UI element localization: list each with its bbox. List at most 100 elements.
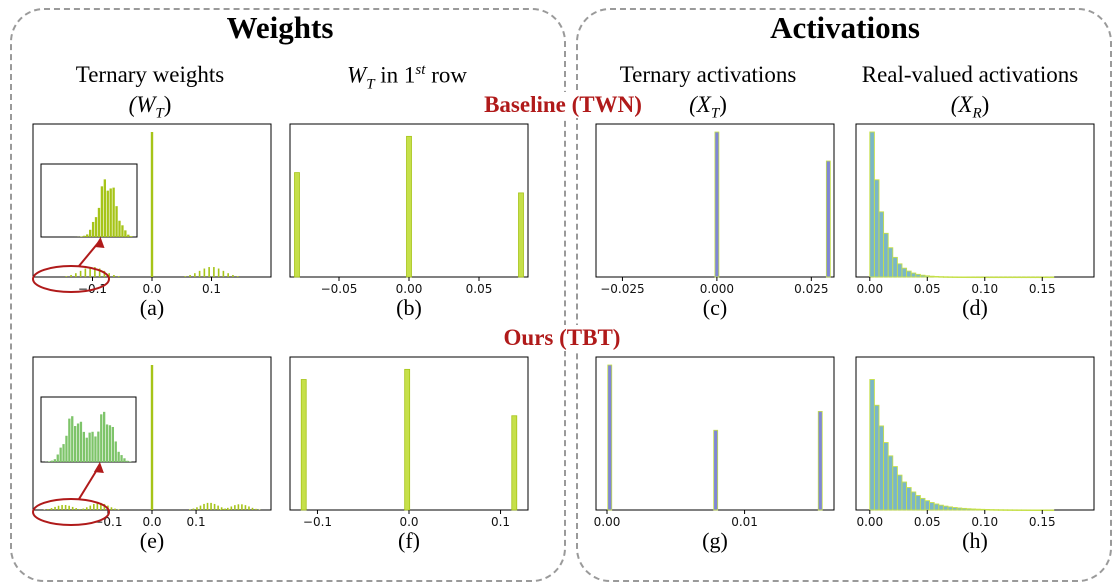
peak-bar-a-0 [151,132,153,277]
inset-bar-e-12 [80,422,82,462]
inset-bar-a-16 [92,222,94,237]
hump-bar-e-3-4 [234,505,236,510]
x-tick-label-h-1: 0.05 [914,515,941,529]
hump-bar-e-3-8 [248,506,250,510]
decay-bar-d-5 [893,257,898,277]
decay-bar-d-12 [925,276,930,277]
hump-bar-e-2-4 [203,504,205,510]
hump-bar-a-1-5 [208,267,210,277]
decay-bar-d-17 [948,277,953,278]
x-tick-label-d-0: 0.00 [856,282,883,296]
inset-bar-a-25 [118,221,120,237]
decay-bar-d-26 [989,277,994,278]
decay-bar-d-38 [1045,277,1050,278]
bar-g-0 [608,365,612,510]
hump-bar-e-2-5 [207,503,209,510]
decay-bar-h-20 [962,508,967,510]
caption-c: (c) [703,295,727,320]
inset-bar-e-21 [106,424,108,462]
inset-bar-e-26 [120,455,122,462]
inset-bar-e-24 [115,441,117,462]
inset-bar-a-23 [112,188,114,237]
hump-bar-e-1-0 [79,509,81,510]
decay-bar-h-29 [1003,510,1008,511]
inset-bar-a-27 [124,230,126,237]
bar-f-1 [405,369,410,510]
hump-bar-a-0-3 [80,271,82,277]
hump-bar-a-1-9 [227,273,229,277]
decay-bar-d-36 [1035,277,1040,278]
decay-bar-d-23 [976,277,981,278]
decay-bar-d-0 [870,132,875,277]
decay-bar-h-36 [1035,510,1040,511]
x-tick-label-h-3: 0.15 [1029,515,1056,529]
hump-bar-e-2-2 [196,507,198,510]
decay-bar-h-17 [948,507,953,510]
inset-bar-e-11 [77,423,79,462]
decay-bar-h-12 [925,501,930,510]
decay-bar-d-11 [920,275,925,277]
x-tick-label-a-2: 0.1 [202,282,221,296]
decay-bar-d-8 [907,271,912,277]
caption-h: (h) [962,528,988,553]
inset-bar-a-22 [110,188,112,237]
inset-bar-a-21 [107,191,109,237]
inset-bar-e-16 [91,432,93,462]
inset-bar-a-17 [95,217,97,237]
inset-bar-e-22 [109,425,111,462]
inset-bar-e-18 [97,432,99,462]
inset-bar-e-17 [94,436,96,462]
x-tick-label-d-3: 0.15 [1029,282,1056,296]
x-tick-label-f-1: 0.0 [399,515,418,529]
hump-bar-a-1-11 [237,276,239,277]
decay-bar-h-13 [930,503,935,510]
x-tick-label-c-2: 0.025 [794,282,828,296]
decay-bar-h-7 [902,482,907,510]
x-tick-label-e-1: 0.0 [142,515,161,529]
decay-bar-d-22 [971,277,976,278]
hump-bar-a-1-8 [223,271,225,277]
hump-bar-a-0-10 [113,275,115,277]
bar-g-2 [818,411,822,510]
hump-bar-a-1-1 [189,275,191,277]
caption-a: (a) [140,295,164,320]
inset-bar-e-6 [62,444,64,462]
hump-bar-a-0-4 [85,269,87,277]
x-tick-label-b-0: −0.05 [321,282,358,296]
decay-bar-h-16 [943,506,948,510]
hump-bar-e-1-4 [93,504,95,510]
inset-bar-a-14 [86,234,88,237]
bar-f-2 [512,416,517,510]
inset-bar-e-25 [118,452,120,462]
decay-bar-d-27 [994,277,999,278]
decay-bar-h-15 [939,505,944,510]
decay-bar-d-39 [1049,277,1054,278]
decay-bar-h-26 [989,510,994,511]
inset-bar-a-20 [104,179,106,237]
hump-bar-e-3-7 [245,505,247,510]
hump-bar-e-0-3 [54,507,56,510]
decay-bar-h-31 [1012,510,1017,511]
inset-bar-e-1 [48,461,50,462]
decay-bar-h-18 [953,508,958,510]
decay-bar-d-28 [999,277,1004,278]
hump-bar-e-3-0 [220,509,222,510]
decay-bar-h-33 [1022,510,1027,511]
hump-bar-e-1-5 [97,503,99,510]
caption-g: (g) [702,528,728,553]
hump-bar-e-3-5 [238,504,240,510]
hump-bar-e-2-6 [210,503,212,510]
hump-bar-a-0-2 [75,273,77,277]
decay-bar-h-39 [1049,510,1054,511]
hump-bar-e-3-3 [231,506,233,510]
decay-bar-h-35 [1031,510,1036,511]
hump-bar-e-1-11 [118,509,120,510]
hump-bar-a-0-1 [70,275,72,277]
hump-bar-e-2-7 [214,504,216,510]
x-tick-label-h-2: 0.10 [971,515,998,529]
inset-bar-e-28 [126,461,128,462]
decay-bar-d-10 [916,274,921,277]
bar-f-0 [301,380,306,511]
decay-bar-h-4 [888,456,893,510]
